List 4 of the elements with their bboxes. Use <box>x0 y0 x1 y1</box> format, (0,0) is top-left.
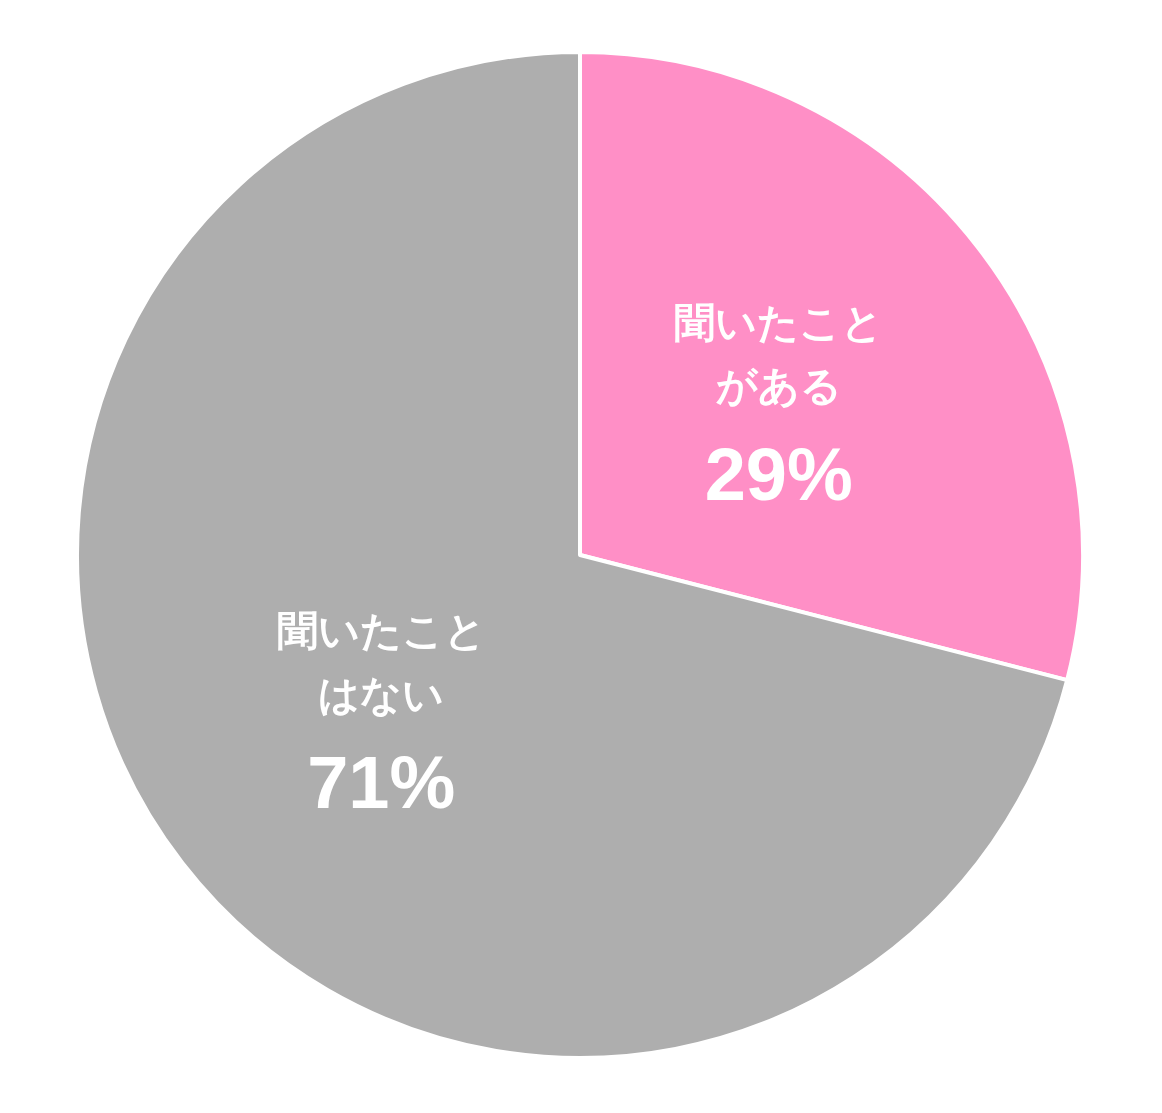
slice-label: 聞いたことがある <box>674 298 884 411</box>
data-label: 71% <box>306 739 457 826</box>
data-label: 29% <box>703 431 854 518</box>
slice-label: 聞いたことはない <box>276 606 486 719</box>
